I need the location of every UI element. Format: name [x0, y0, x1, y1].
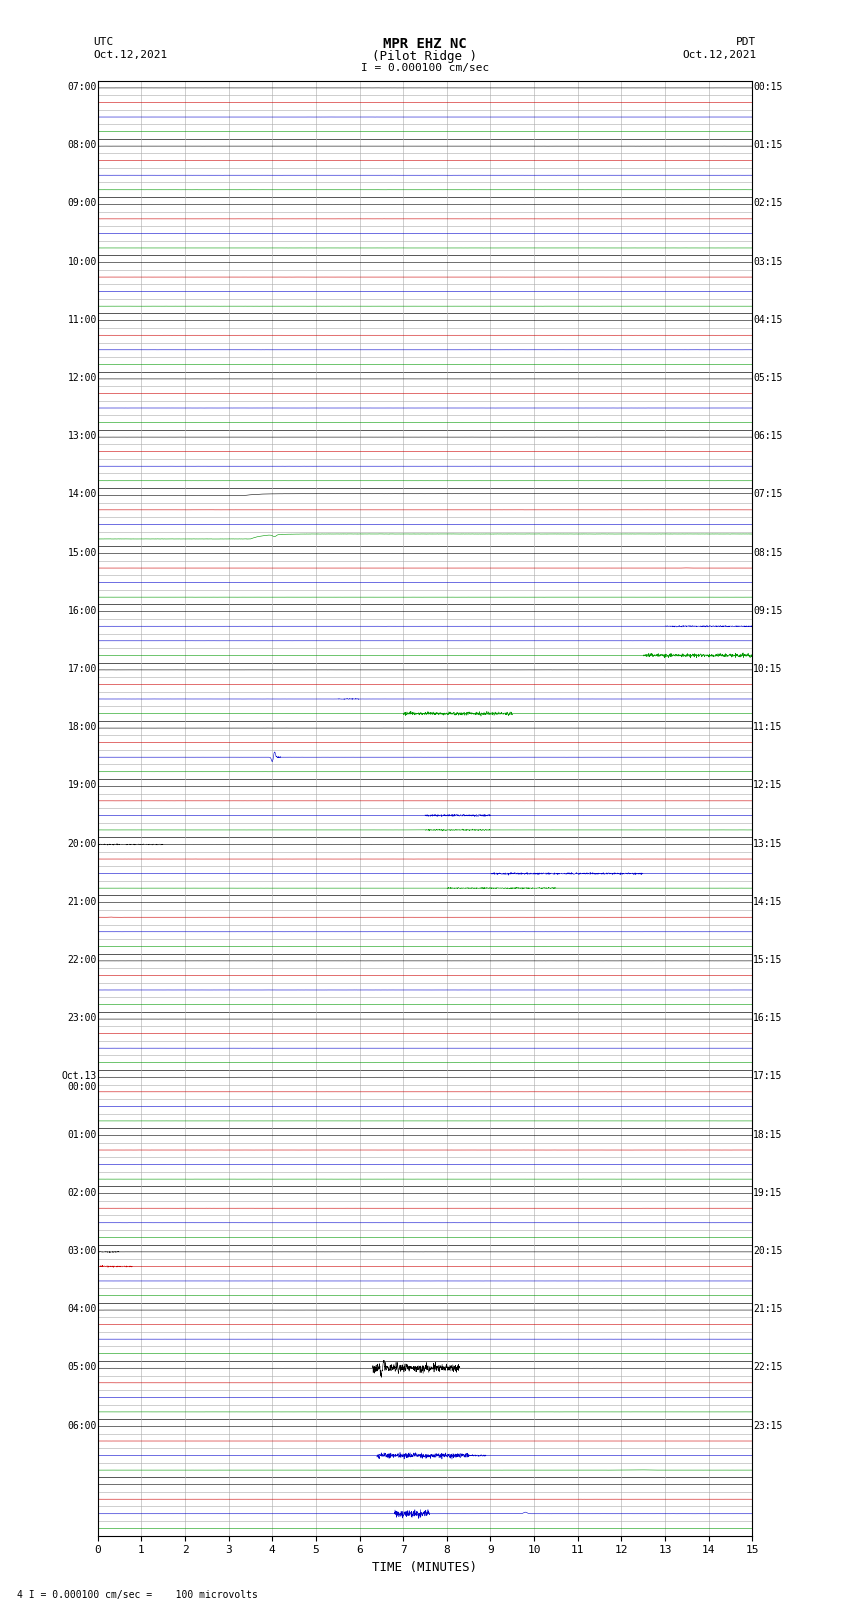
Text: 11:00: 11:00 [67, 315, 97, 324]
Text: 06:00: 06:00 [67, 1421, 97, 1431]
Text: 17:00: 17:00 [67, 665, 97, 674]
Text: 03:00: 03:00 [67, 1247, 97, 1257]
Text: 00:15: 00:15 [753, 82, 783, 92]
Text: 21:00: 21:00 [67, 897, 97, 907]
Text: MPR EHZ NC: MPR EHZ NC [383, 37, 467, 52]
Text: 12:15: 12:15 [753, 781, 783, 790]
Text: 00:00: 00:00 [67, 1082, 97, 1092]
Text: 02:15: 02:15 [753, 198, 783, 208]
Text: Oct.12,2021: Oct.12,2021 [94, 50, 167, 60]
Text: 20:15: 20:15 [753, 1247, 783, 1257]
Text: 08:00: 08:00 [67, 140, 97, 150]
Text: 06:15: 06:15 [753, 431, 783, 442]
Text: 19:15: 19:15 [753, 1187, 783, 1198]
Text: 15:00: 15:00 [67, 548, 97, 558]
Text: 04:15: 04:15 [753, 315, 783, 324]
Text: 21:15: 21:15 [753, 1305, 783, 1315]
Text: 09:00: 09:00 [67, 198, 97, 208]
Text: 4 I = 0.000100 cm/sec =    100 microvolts: 4 I = 0.000100 cm/sec = 100 microvolts [17, 1590, 258, 1600]
Text: 14:00: 14:00 [67, 489, 97, 500]
Text: 15:15: 15:15 [753, 955, 783, 965]
Text: 17:15: 17:15 [753, 1071, 783, 1081]
Text: 10:00: 10:00 [67, 256, 97, 266]
Text: 13:00: 13:00 [67, 431, 97, 442]
Text: 20:00: 20:00 [67, 839, 97, 848]
Text: 23:15: 23:15 [753, 1421, 783, 1431]
Text: 22:00: 22:00 [67, 955, 97, 965]
Text: 02:00: 02:00 [67, 1187, 97, 1198]
Text: 23:00: 23:00 [67, 1013, 97, 1023]
Text: 18:15: 18:15 [753, 1129, 783, 1140]
Text: 07:00: 07:00 [67, 82, 97, 92]
Text: I = 0.000100 cm/sec: I = 0.000100 cm/sec [361, 63, 489, 73]
Text: 16:00: 16:00 [67, 606, 97, 616]
Text: 19:00: 19:00 [67, 781, 97, 790]
Text: 04:00: 04:00 [67, 1305, 97, 1315]
Text: 11:15: 11:15 [753, 723, 783, 732]
Text: 12:00: 12:00 [67, 373, 97, 384]
Text: 05:00: 05:00 [67, 1363, 97, 1373]
Text: 05:15: 05:15 [753, 373, 783, 384]
Text: 22:15: 22:15 [753, 1363, 783, 1373]
Text: 13:15: 13:15 [753, 839, 783, 848]
Text: (Pilot Ridge ): (Pilot Ridge ) [372, 50, 478, 63]
Text: 10:15: 10:15 [753, 665, 783, 674]
Text: Oct.13: Oct.13 [62, 1071, 97, 1081]
Text: 16:15: 16:15 [753, 1013, 783, 1023]
Text: 03:15: 03:15 [753, 256, 783, 266]
Text: 08:15: 08:15 [753, 548, 783, 558]
X-axis label: TIME (MINUTES): TIME (MINUTES) [372, 1561, 478, 1574]
Text: 14:15: 14:15 [753, 897, 783, 907]
Text: 09:15: 09:15 [753, 606, 783, 616]
Text: 01:00: 01:00 [67, 1129, 97, 1140]
Text: Oct.12,2021: Oct.12,2021 [683, 50, 756, 60]
Text: 01:15: 01:15 [753, 140, 783, 150]
Text: PDT: PDT [736, 37, 756, 47]
Text: 07:15: 07:15 [753, 489, 783, 500]
Text: UTC: UTC [94, 37, 114, 47]
Text: 18:00: 18:00 [67, 723, 97, 732]
